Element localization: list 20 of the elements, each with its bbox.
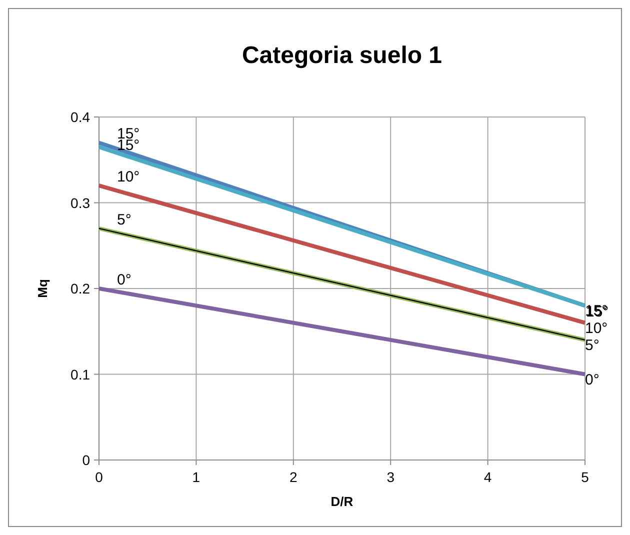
x-tick-label: 1: [192, 469, 200, 485]
y-tick-label: 0.1: [70, 366, 90, 382]
series-label: 10°: [585, 320, 608, 337]
series-label: 0°: [585, 371, 600, 388]
x-tick-label: 0: [95, 469, 104, 485]
text: 0°: [117, 272, 132, 288]
x-tick-label: 4: [484, 469, 492, 485]
text: 10°: [117, 168, 140, 186]
x-tick-label: 2: [290, 469, 298, 485]
y-tick-label: 0.2: [70, 280, 90, 296]
text: 5°: [117, 211, 132, 228]
x-axis-title: D/R: [330, 494, 354, 509]
y-tick-label: 0: [82, 452, 90, 468]
y-tick-label: 0.3: [70, 194, 90, 211]
series-label: 5°: [585, 336, 600, 354]
x-tick-label: 3: [386, 469, 395, 485]
chart-title: Categoria suelo 1: [242, 42, 442, 69]
y-axis-title: Mq: [35, 279, 50, 298]
y-tick-label: 0.4: [70, 109, 90, 125]
x-tick-label: 5: [581, 469, 590, 485]
